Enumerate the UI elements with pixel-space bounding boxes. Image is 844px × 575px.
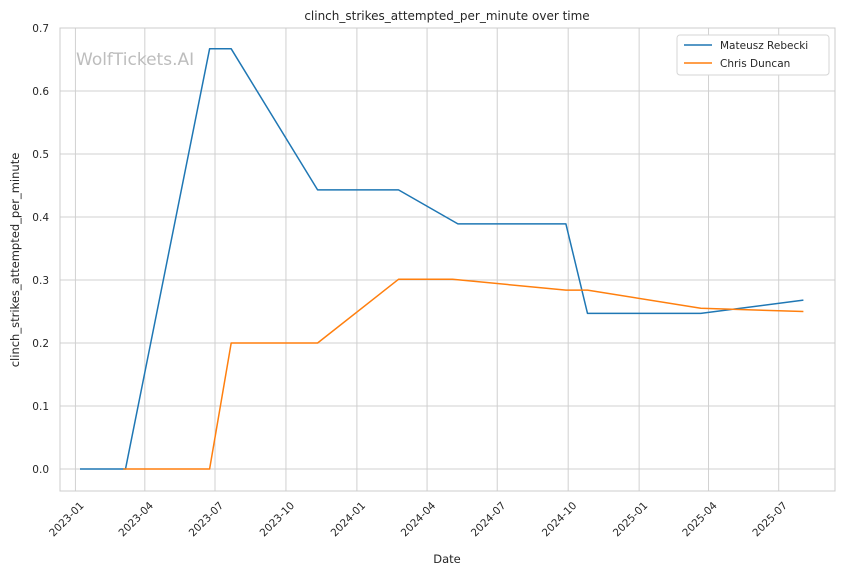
legend-box (676, 34, 830, 76)
legend: Mateusz Rebecki Chris Duncan (676, 34, 830, 76)
y-axis-label: clinch_strikes_attempted_per_minute (8, 153, 22, 368)
y-tick-label: 0.0 (32, 464, 49, 476)
series-group (80, 48, 804, 470)
watermark: WolfTickets.AI (76, 50, 194, 70)
y-tick-label: 0.4 (32, 212, 49, 224)
chart-title: clinch_strikes_attempted_per_minute over… (304, 9, 589, 23)
y-tick-label: 0.2 (32, 338, 49, 350)
legend-label-0: Mateusz Rebecki (720, 40, 808, 52)
series-line-0 (80, 48, 804, 470)
y-tick-label: 0.1 (32, 401, 49, 413)
y-tick-label: 0.6 (32, 86, 49, 98)
y-axis-ticks: 0.0 0.1 0.2 0.3 0.4 0.5 0.6 0.7 (32, 23, 49, 476)
y-tick-label: 0.3 (32, 275, 49, 287)
x-axis-label: Date (433, 552, 461, 566)
plot-frame (59, 27, 836, 492)
y-tick-label: 0.7 (32, 23, 49, 35)
series-line-1 (123, 278, 804, 470)
legend-label-1: Chris Duncan (720, 58, 790, 70)
y-tick-label: 0.5 (32, 149, 49, 161)
